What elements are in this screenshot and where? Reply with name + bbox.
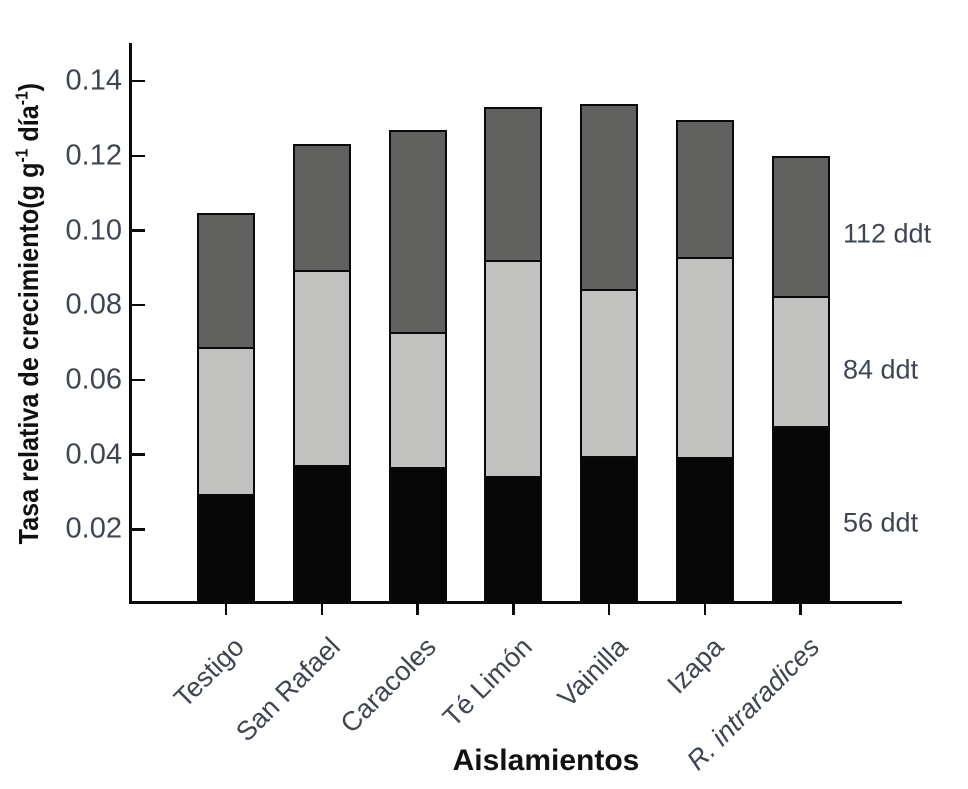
bar-7	[771, 155, 830, 604]
bar-segment-84ddt	[773, 295, 828, 427]
y-axis-line	[128, 43, 132, 604]
x-tick-mark	[703, 604, 707, 615]
ylabel-superscript: -1	[11, 148, 32, 163]
x-tick-mark	[512, 604, 515, 615]
ylabel-text: día	[12, 105, 44, 149]
x-axis-title: Aislamientos	[452, 744, 640, 777]
bar-segment-112ddt	[677, 122, 732, 257]
bar-segment-112ddt	[582, 106, 637, 290]
y-tick-label: 0.10	[65, 214, 122, 246]
bar-5	[580, 104, 639, 604]
y-tick-mark	[132, 453, 145, 456]
y-axis-title: Tasa relativa de crecimiento(g g-1 día-1…	[11, 83, 44, 545]
bar-1	[197, 213, 255, 604]
y-tick-label: 0.02	[65, 512, 122, 545]
bar-segment-56ddt	[677, 457, 732, 604]
y-tick-label: 0.08	[65, 288, 122, 321]
ylabel-text: Tasa relativa de crecimiento(g g	[12, 162, 44, 545]
bar-segment-84ddt	[390, 332, 445, 467]
y-tick-mark	[132, 378, 145, 382]
y-tick-label: 0.12	[65, 139, 122, 172]
bar-3	[388, 130, 447, 604]
category-label-6: Izapa	[661, 631, 730, 700]
category-label-2: San Rafael	[230, 631, 347, 748]
bar-segment-84ddt	[486, 260, 541, 477]
y-tick-mark	[132, 303, 145, 307]
category-label-4: Té Limón	[436, 631, 538, 733]
bar-segment-112ddt	[294, 145, 349, 271]
bar-2	[292, 143, 351, 604]
bar-4	[484, 107, 543, 604]
y-tick-mark	[132, 229, 145, 232]
y-tick-mark	[132, 79, 145, 83]
series-annotation-112ddt: 112 ddt	[843, 218, 932, 249]
y-tick-mark	[132, 154, 145, 158]
bar-segment-56ddt	[486, 476, 541, 604]
y-axis-title-box: Tasa relativa de crecimiento(g g-1 día-1…	[6, 36, 50, 592]
bar-segment-112ddt	[486, 109, 541, 261]
ylabel-text: )	[12, 83, 44, 92]
series-annotation-56ddt: 56 ddt	[843, 507, 919, 538]
bar-segment-56ddt	[582, 455, 637, 604]
bar-segment-84ddt	[677, 256, 732, 458]
category-label-5: Vainilla	[552, 631, 634, 713]
ylabel-superscript: -1	[11, 91, 32, 106]
x-tick-mark	[320, 604, 324, 615]
x-tick-mark	[607, 604, 611, 615]
bar-segment-84ddt	[582, 289, 637, 456]
x-tick-mark	[799, 604, 802, 615]
y-tick-mark	[132, 528, 145, 531]
category-label-3: Caracoles	[334, 631, 442, 739]
y-tick-label: 0.14	[65, 64, 122, 97]
x-tick-mark	[416, 604, 419, 615]
bar-segment-112ddt	[199, 215, 253, 348]
bar-segment-56ddt	[773, 426, 828, 604]
category-label-1: Testigo	[168, 631, 251, 714]
bar-segment-56ddt	[294, 464, 349, 604]
bar-6	[675, 120, 734, 604]
bar-segment-112ddt	[773, 157, 828, 296]
bar-segment-84ddt	[199, 347, 253, 495]
y-tick-label: 0.04	[65, 438, 122, 471]
series-annotation-84ddt: 84 ddt	[843, 354, 919, 385]
x-tick-mark	[224, 604, 228, 615]
y-tick-label: 0.06	[65, 363, 122, 396]
bar-segment-56ddt	[199, 494, 253, 604]
bar-segment-84ddt	[294, 270, 349, 465]
bar-segment-56ddt	[390, 466, 445, 604]
bar-segment-112ddt	[390, 132, 445, 333]
